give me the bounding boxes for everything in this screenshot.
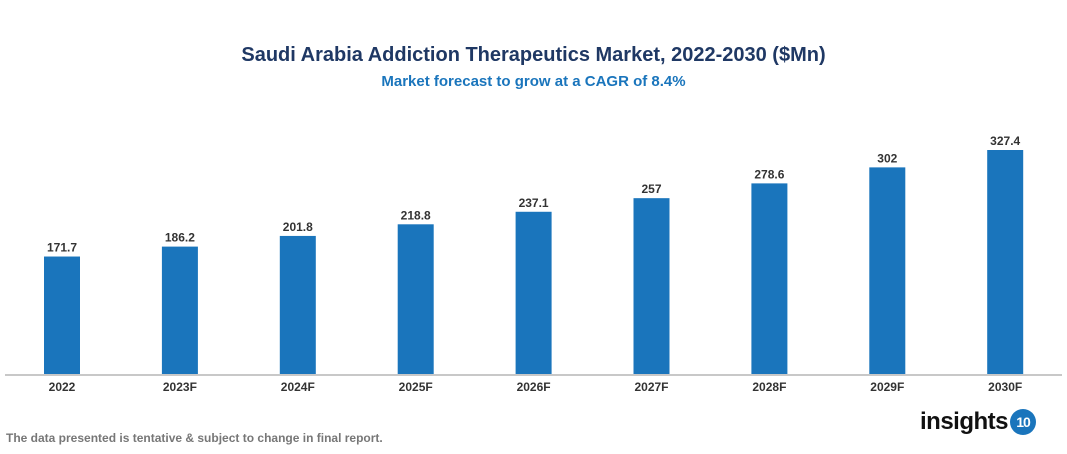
bar-2030F: [987, 150, 1024, 374]
footnote: The data presented is tentative & subjec…: [6, 431, 383, 445]
chart-title: Saudi Arabia Addiction Therapeutics Mark…: [241, 44, 826, 66]
data-label-2030F: 327.4: [990, 134, 1020, 148]
x-tick-label-2022: 2022: [49, 380, 76, 394]
data-label-2026F: 237.1: [519, 196, 549, 210]
bar-2029F: [869, 167, 906, 374]
x-tick-label-2028F: 2028F: [752, 380, 786, 394]
data-label-2024F: 201.8: [283, 220, 313, 234]
x-tick-label-2027F: 2027F: [634, 380, 668, 394]
bar-2024F: [279, 235, 316, 374]
logo-badge: 10: [1010, 409, 1037, 435]
bar-2027F: [633, 198, 670, 374]
x-tick-label-2025F: 2025F: [399, 380, 433, 394]
bar-2022: [44, 256, 80, 374]
data-label-2023F: 186.2: [165, 231, 195, 245]
x-tick-label-2024F: 2024F: [281, 380, 315, 394]
x-tick-label-2026F: 2026F: [517, 380, 551, 394]
data-label-2028F: 278.6: [754, 167, 784, 181]
data-label-2029F: 302: [877, 151, 897, 165]
x-tick-label-2023F: 2023F: [163, 380, 197, 394]
bar-2026F: [515, 211, 552, 374]
chart-subtitle: Market forecast to grow at a CAGR of 8.4…: [381, 73, 686, 90]
data-label-2022: 171.7: [47, 241, 77, 255]
bar-2025F: [397, 224, 434, 374]
bar-2028F: [751, 183, 788, 374]
insights10-logo: insights 10: [920, 408, 1037, 436]
x-tick-label-2029F: 2029F: [870, 380, 904, 394]
data-label-2027F: 257: [641, 182, 661, 196]
logo-text: insights: [920, 408, 1009, 435]
bar-2023F: [161, 246, 198, 374]
x-tick-label-2030F: 2030F: [988, 380, 1022, 394]
data-label-2025F: 218.8: [401, 208, 431, 222]
